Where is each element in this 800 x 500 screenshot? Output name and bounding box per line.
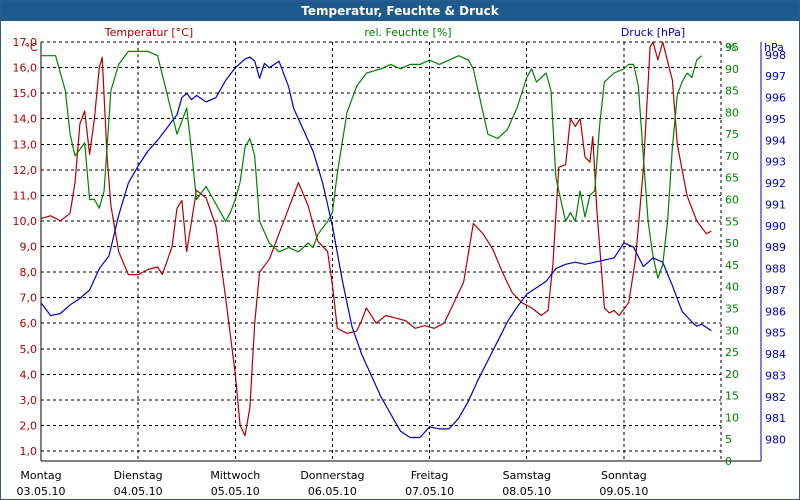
temperature-tick-label: 16,0 xyxy=(13,62,38,75)
pressure-tick-label: 980 xyxy=(765,434,786,447)
pressure-tick-label: 993 xyxy=(765,156,786,169)
humidity-axis: 0 5 10 15 20 25 30 35 40 45 50 55 60 65 70 75 80 85 90 95 xyxy=(725,41,739,468)
plot-border xyxy=(40,42,762,462)
x-tick-day: Sonntag xyxy=(601,469,647,482)
humidity-tick-label: 80 xyxy=(725,106,739,119)
humidity-tick-label: 5 xyxy=(725,433,732,446)
x-tick-date: 09.05.10 xyxy=(599,485,648,498)
temperature-axis-title: Temperatur [°C] xyxy=(104,26,193,39)
humidity-tick-label: 95 xyxy=(725,41,739,54)
pressure-tick-label: 983 xyxy=(765,369,786,382)
pressure-axis-title: Druck [hPa] xyxy=(621,26,685,39)
temperature-unit: °C xyxy=(24,41,38,54)
humidity-tick-label: 10 xyxy=(725,411,739,424)
x-tick-day: Mittwoch xyxy=(210,469,260,482)
pressure-tick-label: 997 xyxy=(765,70,786,83)
pressure-tick-label: 986 xyxy=(765,305,786,318)
temperature-tick-label: 10,0 xyxy=(13,215,38,228)
x-tick-date: 05.05.10 xyxy=(211,485,260,498)
humidity-tick-label: 85 xyxy=(725,85,739,98)
temperature-tick-label: 4,0 xyxy=(20,368,38,381)
x-tick-date: 04.05.10 xyxy=(114,485,163,498)
humidity-tick-label: 70 xyxy=(725,150,739,163)
temperature-tick-label: 8,0 xyxy=(20,266,38,279)
humidity-tick-label: 60 xyxy=(725,194,739,207)
temperature-tick-label: 5,0 xyxy=(20,343,38,356)
humidity-tick-label: 75 xyxy=(725,128,739,141)
x-tick-day: Freitag xyxy=(411,469,449,482)
temperature-tick-label: 9,0 xyxy=(20,241,38,254)
humidity-line xyxy=(41,50,703,279)
temperature-tick-label: 15,0 xyxy=(13,87,38,100)
x-axis: Montag 03.05.10 Dienstag 04.05.10 Mittwoch 05… xyxy=(17,469,649,498)
humidity-tick-label: 25 xyxy=(725,346,739,359)
window-title: Temperatur, Feuchte & Druck xyxy=(1,1,799,21)
temperature-tick-label: 7,0 xyxy=(20,292,38,305)
humidity-unit: % xyxy=(726,41,736,54)
pressure-tick-label: 987 xyxy=(765,284,786,297)
temperature-tick-label: 14,0 xyxy=(13,113,38,126)
x-tick-day: Donnerstag xyxy=(300,469,364,482)
pressure-tick-label: 988 xyxy=(765,263,786,276)
humidity-axis-title: rel. Feuchte [%] xyxy=(364,26,451,39)
pressure-tick-label: 981 xyxy=(765,412,786,425)
pressure-tick-label: 998 xyxy=(765,49,786,62)
pressure-tick-label: 996 xyxy=(765,92,786,105)
temperature-line xyxy=(40,41,712,437)
x-tick-date: 03.05.10 xyxy=(17,485,66,498)
x-tick-day: Samstag xyxy=(503,469,551,482)
pressure-tick-label: 982 xyxy=(765,391,786,404)
grid xyxy=(40,41,722,461)
pressure-tick-label: 995 xyxy=(765,113,786,126)
x-tick-day: Montag xyxy=(20,469,61,482)
humidity-tick-label: 30 xyxy=(725,324,739,337)
humidity-tick-label: 90 xyxy=(725,63,739,76)
temperature-tick-label: 6,0 xyxy=(20,317,38,330)
pressure-tick-label: 994 xyxy=(765,134,786,147)
humidity-tick-label: 15 xyxy=(725,390,739,403)
series-group xyxy=(40,41,712,439)
pressure-tick-label: 989 xyxy=(765,241,786,254)
pressure-tick-label: 984 xyxy=(765,348,786,361)
x-tick-date: 06.05.10 xyxy=(308,485,357,498)
temperature-tick-label: 13,0 xyxy=(13,138,38,151)
temperature-tick-label: 11,0 xyxy=(13,189,38,202)
x-tick-day: Dienstag xyxy=(114,469,163,482)
pressure-tick-label: 991 xyxy=(765,198,786,211)
temperature-tick-label: 17,0 xyxy=(13,36,38,49)
pressure-line xyxy=(40,56,712,439)
temperature-axis: 1,0 2,0 3,0 4,0 5,0 6,0 7,0 8,0 9,0 10,0 11,0 12,0 1… xyxy=(13,36,38,458)
humidity-tick-label: 35 xyxy=(725,302,739,315)
axis-titles: Temperatur [°C] rel. Feuchte [%] Druck [… xyxy=(24,26,784,54)
temperature-tick-label: 12,0 xyxy=(13,164,38,177)
pressure-tick-label: 990 xyxy=(765,220,786,233)
pressure-tick-label: 992 xyxy=(765,177,786,190)
temperature-tick-label: 1,0 xyxy=(20,445,38,458)
humidity-tick-label: 40 xyxy=(725,281,739,294)
humidity-tick-label: 55 xyxy=(725,215,739,228)
humidity-tick-label: 20 xyxy=(725,368,739,381)
x-tick-date: 07.05.10 xyxy=(405,485,454,498)
temperature-tick-label: 2,0 xyxy=(20,419,38,432)
x-tick-date: 08.05.10 xyxy=(502,485,551,498)
humidity-tick-label: 0 xyxy=(725,455,732,468)
humidity-tick-label: 45 xyxy=(725,259,739,272)
pressure-unit: hPa xyxy=(764,41,784,54)
pressure-axis: 980 981 982 983 984 985 986 987 988 989 990 991 992 9… xyxy=(765,49,786,447)
humidity-tick-label: 65 xyxy=(725,172,739,185)
pressure-tick-label: 985 xyxy=(765,327,786,340)
humidity-tick-label: 50 xyxy=(725,237,739,250)
temperature-tick-label: 3,0 xyxy=(20,394,38,407)
